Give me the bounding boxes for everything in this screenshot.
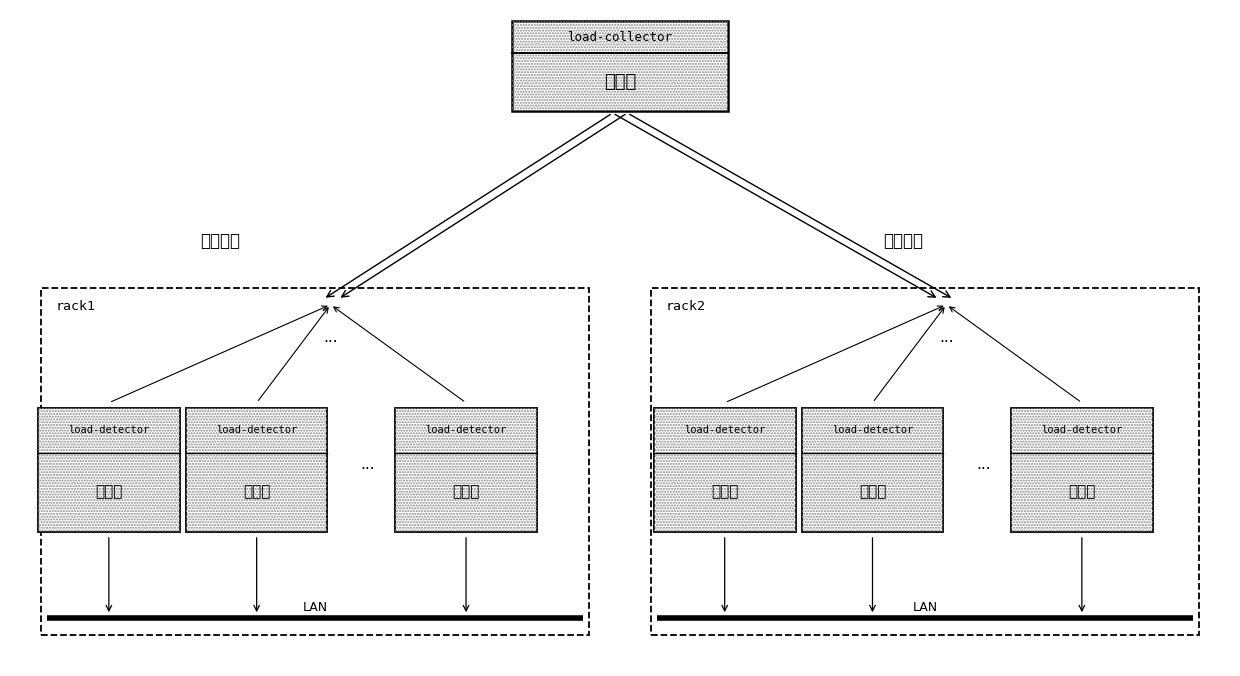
Text: 子节点: 子节点 — [859, 485, 887, 500]
Text: rack1: rack1 — [56, 300, 95, 313]
Bar — [651, 288, 1199, 635]
Bar — [1011, 408, 1153, 531]
Text: ...: ... — [360, 458, 374, 473]
Bar — [802, 408, 944, 531]
Bar — [512, 21, 728, 111]
Text: load-detector: load-detector — [425, 425, 507, 435]
Text: 主节点: 主节点 — [604, 73, 636, 91]
Text: rack2: rack2 — [666, 300, 706, 313]
Text: LAN: LAN — [304, 601, 329, 614]
Bar — [512, 21, 728, 111]
Text: load-detector: load-detector — [68, 425, 150, 435]
Text: 负载信息: 负载信息 — [200, 232, 239, 250]
Bar — [802, 408, 944, 531]
Bar — [38, 408, 180, 531]
Text: 子节点: 子节点 — [453, 485, 480, 500]
Text: 子节点: 子节点 — [95, 485, 123, 500]
Text: load-detector: load-detector — [216, 425, 298, 435]
Text: 负载信息: 负载信息 — [883, 232, 924, 250]
Text: load-collector: load-collector — [568, 30, 672, 43]
Bar — [396, 408, 537, 531]
Text: 子节点: 子节点 — [1068, 485, 1096, 500]
Bar — [396, 408, 537, 531]
Text: ...: ... — [324, 331, 337, 345]
Text: load-detector: load-detector — [684, 425, 765, 435]
Text: load-detector: load-detector — [1042, 425, 1122, 435]
Bar — [1011, 408, 1153, 531]
Text: load-detector: load-detector — [832, 425, 913, 435]
Bar — [41, 288, 589, 635]
Text: ...: ... — [976, 458, 991, 473]
Text: 子节点: 子节点 — [711, 485, 738, 500]
Bar — [653, 408, 796, 531]
Bar — [186, 408, 327, 531]
Text: ...: ... — [939, 331, 954, 345]
Text: 子节点: 子节点 — [243, 485, 270, 500]
Bar — [653, 408, 796, 531]
Text: LAN: LAN — [913, 601, 937, 614]
Bar — [186, 408, 327, 531]
Bar — [38, 408, 180, 531]
